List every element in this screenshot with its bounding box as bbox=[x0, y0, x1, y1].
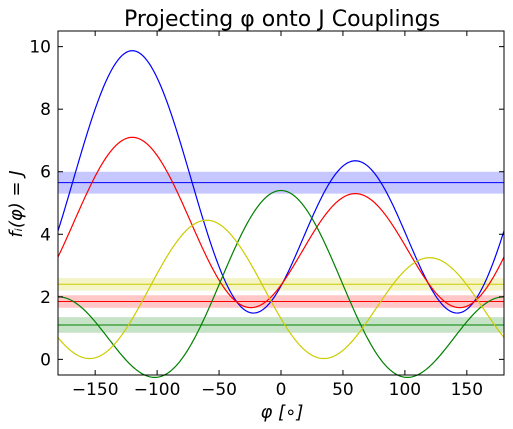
x-tick-label: −100 bbox=[134, 380, 181, 400]
series-line-2 bbox=[57, 189, 505, 378]
y-tick-label: 8 bbox=[40, 100, 51, 120]
y-tick-label: 6 bbox=[40, 163, 51, 183]
x-tick-label: 50 bbox=[332, 380, 354, 400]
x-tick-label: −50 bbox=[201, 380, 237, 400]
bands-layer bbox=[58, 171, 504, 333]
x-tick-label: 0 bbox=[276, 380, 287, 400]
chart-title: Projecting φ onto J Couplings bbox=[124, 7, 440, 32]
series-line-3 bbox=[57, 219, 505, 360]
x-ticks: −150 −100 −50 0 50 100 150 bbox=[72, 31, 483, 400]
y-axis-label: fᵢ(φ) = J bbox=[6, 170, 27, 237]
series-line-1 bbox=[57, 136, 505, 309]
x-axis-label: φ [∘] bbox=[261, 402, 304, 423]
x-tick-label: 150 bbox=[451, 380, 483, 400]
y-tick-label: 2 bbox=[40, 288, 51, 308]
y-ticks: 0 2 4 6 8 10 bbox=[29, 38, 504, 370]
y-tick-label: 10 bbox=[29, 38, 51, 58]
series-layer bbox=[57, 50, 505, 378]
y-tick-label: 4 bbox=[40, 225, 51, 245]
x-tick-label: 100 bbox=[389, 380, 421, 400]
y-tick-label: 0 bbox=[40, 350, 51, 370]
x-tick-label: −150 bbox=[72, 380, 119, 400]
